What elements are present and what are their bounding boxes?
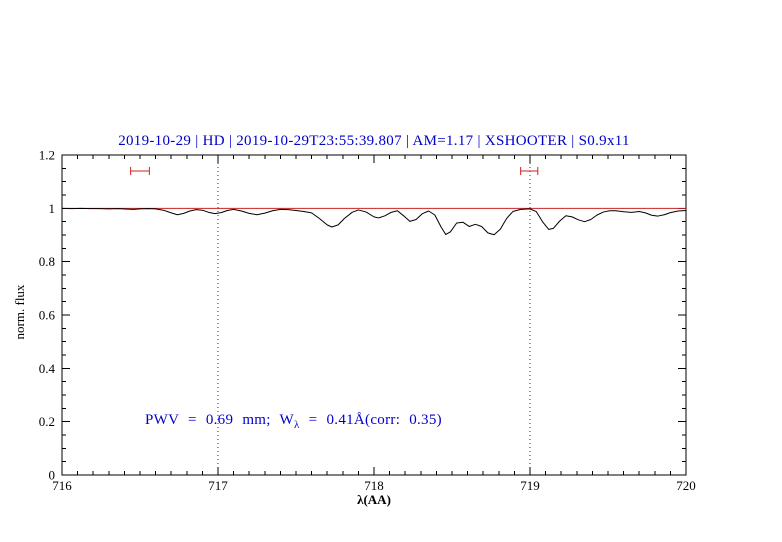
y-tick-label: 0 <box>49 468 56 483</box>
x-tick-label: 718 <box>364 478 384 493</box>
y-tick-label: 0.2 <box>39 414 55 429</box>
pwv-annotation-prefix: PWV = 0.69 mm; W <box>145 412 294 428</box>
x-tick-label: 719 <box>520 478 540 493</box>
y-tick-label: 1.2 <box>39 148 55 163</box>
x-axis-label: λ(AA) <box>357 492 391 507</box>
x-tick-label: 716 <box>52 478 72 493</box>
y-tick-label: 0.8 <box>39 254 55 269</box>
y-tick-label: 1 <box>49 201 56 216</box>
pwv-annotation-subscript: λ <box>293 419 300 431</box>
x-tick-label: 720 <box>676 478 696 493</box>
pwv-annotation-suffix: = 0.41Å(corr: 0.35) <box>299 412 442 428</box>
y-tick-label: 0.6 <box>39 308 56 323</box>
x-tick-label: 717 <box>208 478 228 493</box>
y-axis-label: norm. flux <box>12 284 27 340</box>
plot-title: 2019-10-29 | HD | 2019-10-29T23:55:39.80… <box>118 133 630 149</box>
y-tick-label: 0.4 <box>39 361 56 376</box>
pwv-annotation: PWV = 0.69 mm; Wλ = 0.41Å(corr: 0.35) <box>145 412 442 431</box>
observed-spectrum-line <box>61 207 687 236</box>
